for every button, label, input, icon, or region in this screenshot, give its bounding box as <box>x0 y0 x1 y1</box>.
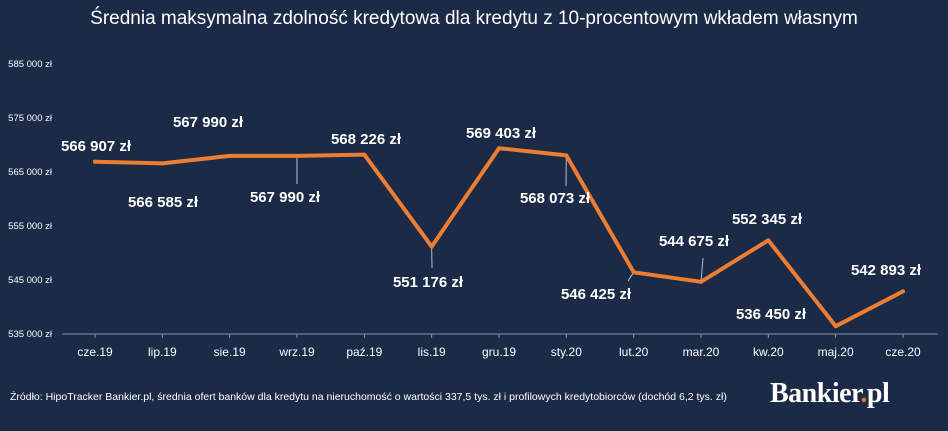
data-point <box>429 244 434 249</box>
data-label: 546 425 zł <box>561 286 632 303</box>
data-point <box>295 153 299 158</box>
chart-title: Średnia maksymalna zdolność kredytowa dl… <box>90 8 858 29</box>
data-label: 552 345 zł <box>732 211 803 228</box>
data-point <box>93 159 97 164</box>
y-tick-label: 545 000 zł <box>8 275 53 286</box>
data-point <box>631 270 636 275</box>
data-point <box>699 279 703 284</box>
data-label: 568 226 zł <box>331 131 402 148</box>
y-axis: 535 000 zł 545 000 zł 555 000 zł 565 000 zł… <box>8 59 53 340</box>
data-labels: 566 907 zł 566 585 zł 567 990 zł 567 990 zł… <box>61 114 922 323</box>
x-tick-label: maj.20 <box>818 345 854 359</box>
data-label: 567 990 zł <box>173 114 244 131</box>
data-label: 566 585 zł <box>128 194 199 211</box>
data-label: 567 990 zł <box>250 189 321 206</box>
data-point <box>564 153 569 158</box>
bankier-logo: Bankier.pl <box>770 378 890 410</box>
y-tick-label: 565 000 zł <box>8 167 53 178</box>
y-tick-label: 555 000 zł <box>8 221 53 232</box>
x-tick-label: mar.20 <box>683 345 720 359</box>
data-point <box>362 152 367 157</box>
x-tick-label: lut.20 <box>619 345 649 359</box>
data-label: 568 073 zł <box>520 190 591 207</box>
data-point <box>766 238 771 243</box>
x-tick-label: cze.19 <box>77 345 113 359</box>
x-axis: cze.19 lip.19 sie.19 wrz.19 paź.19 lis.19 gru.… <box>62 333 938 359</box>
data-label: 536 450 zł <box>736 306 807 323</box>
y-tick-label: 585 000 zł <box>8 59 53 70</box>
data-label: 569 403 zł <box>466 125 537 142</box>
x-tick-label: gru.19 <box>482 345 516 359</box>
data-point <box>833 324 838 329</box>
x-tick-label: sty.20 <box>551 345 582 359</box>
y-tick-label: 575 000 zł <box>8 113 53 124</box>
data-point <box>160 161 165 166</box>
series-line-group <box>93 146 905 329</box>
logo-text: Bankier <box>770 378 861 409</box>
x-tick-label: lis.19 <box>418 345 446 359</box>
data-label: 551 176 zł <box>393 274 464 291</box>
logo-suffix: pl <box>866 378 890 409</box>
y-tick-label: 535 000 zł <box>8 329 53 340</box>
logo-dot: . <box>860 378 867 409</box>
leader-line <box>700 257 704 282</box>
series-line <box>93 146 905 329</box>
source-note: Źródło: HipoTracker Bankier.pl, średnia … <box>10 391 727 403</box>
x-tick-label: kw.20 <box>753 345 784 359</box>
data-label: 544 675 zł <box>659 233 730 250</box>
data-label: 566 907 zł <box>61 138 132 155</box>
x-tick-label: paź.19 <box>346 345 382 359</box>
x-tick-label: lip.19 <box>148 345 177 359</box>
data-label: 542 893 zł <box>851 262 922 279</box>
x-tick-label: cze.20 <box>885 345 921 359</box>
data-point <box>227 153 232 158</box>
x-tick-label: wrz.19 <box>278 345 315 359</box>
data-point <box>497 146 501 151</box>
x-tick-label: sie.19 <box>214 345 246 359</box>
data-point <box>901 289 905 294</box>
